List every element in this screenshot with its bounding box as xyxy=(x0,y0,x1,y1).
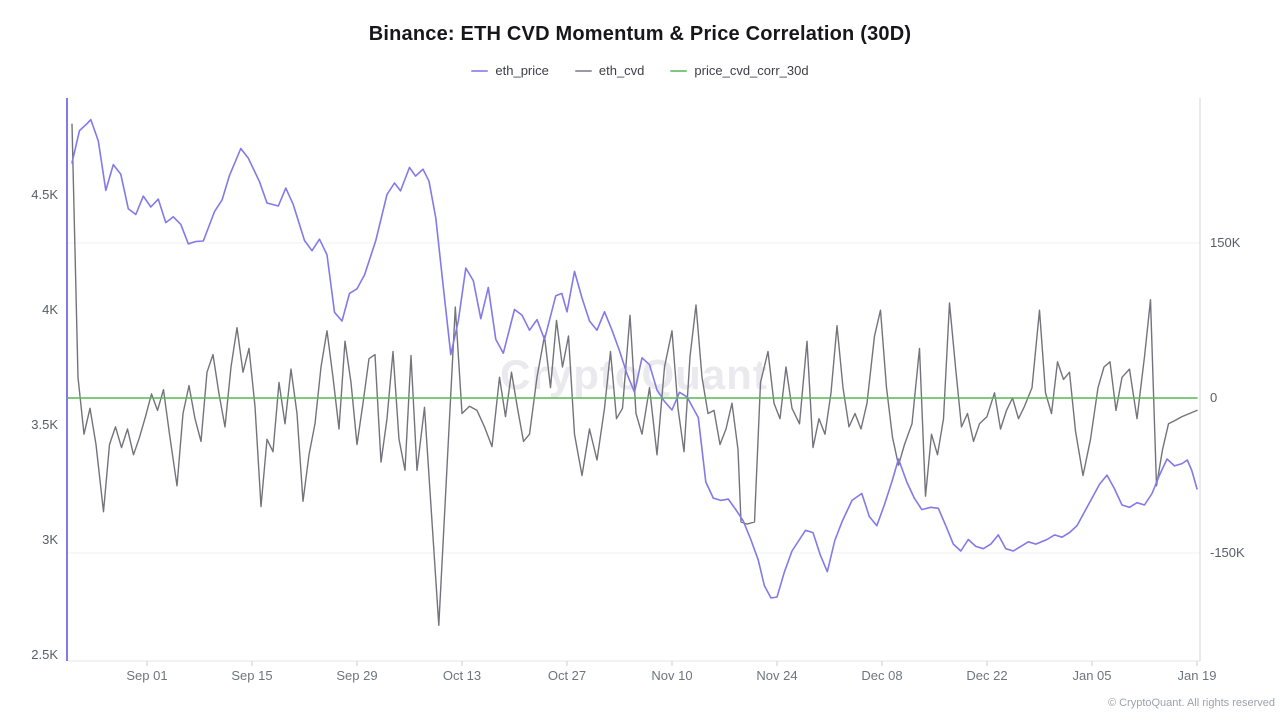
legend-item-price-cvd-corr[interactable]: price_cvd_corr_30d xyxy=(670,63,809,78)
y-axis-label-right: 150K xyxy=(1210,235,1241,250)
y-axis-label-left: 4K xyxy=(42,302,58,317)
y-axis-label-left: 4.5K xyxy=(31,187,58,202)
x-axis-label: Dec 08 xyxy=(861,668,903,683)
legend-item-eth-price[interactable]: eth_price xyxy=(471,63,549,78)
x-axis-label: Sep 01 xyxy=(126,668,168,683)
legend-label: eth_price xyxy=(495,63,549,78)
legend-item-eth-cvd[interactable]: eth_cvd xyxy=(574,63,645,78)
x-axis-label: Jan 05 xyxy=(1072,668,1112,683)
y-axis-label-left: 2.5K xyxy=(31,647,58,662)
y-axis-label-left: 3K xyxy=(42,532,58,547)
x-axis-label: Oct 27 xyxy=(547,668,587,683)
x-axis-label: Dec 22 xyxy=(966,668,1008,683)
x-axis-label: Nov 24 xyxy=(756,668,798,683)
series-line-eth_cvd xyxy=(71,123,1198,626)
legend: eth_price eth_cvd price_cvd_corr_30d xyxy=(0,63,1280,78)
legend-label: price_cvd_corr_30d xyxy=(694,63,809,78)
x-axis-label: Sep 15 xyxy=(231,668,273,683)
chart-title: Binance: ETH CVD Momentum & Price Correl… xyxy=(368,23,912,45)
x-axis-label: Sep 29 xyxy=(336,668,378,683)
y-axis-label-right: -150K xyxy=(1210,545,1245,560)
y-axis-label-left: 3.5K xyxy=(31,417,58,432)
line-swatch-icon xyxy=(471,69,489,72)
series-line-eth_price xyxy=(71,118,1198,599)
y-axis-label-right: 0 xyxy=(1210,390,1218,405)
x-axis-label: Oct 13 xyxy=(442,668,482,683)
x-axis-label: Jan 19 xyxy=(1177,668,1217,683)
x-axis-label: Nov 10 xyxy=(651,668,693,683)
copyright-notice: © CryptoQuant. All rights reserved xyxy=(1107,697,1275,709)
line-swatch-icon xyxy=(574,69,592,72)
legend-label: eth_cvd xyxy=(598,63,645,78)
line-swatch-icon xyxy=(670,69,688,72)
